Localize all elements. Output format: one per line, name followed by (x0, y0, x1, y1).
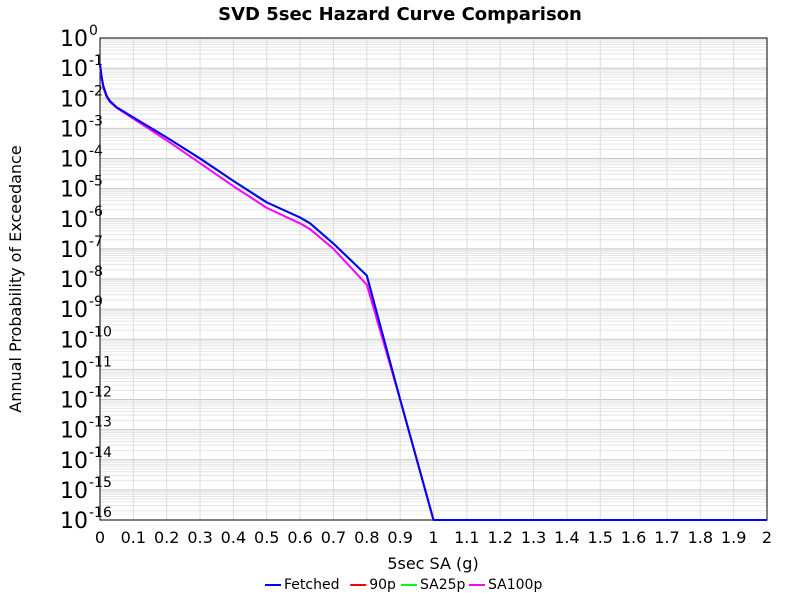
y-tick-label: 10 (60, 27, 88, 52)
y-tick-exponent: -1 (89, 53, 103, 69)
y-tick-label: 10 (60, 479, 88, 504)
y-tick-label: 10 (60, 389, 88, 414)
x-tick-label: 1 (428, 528, 438, 547)
legend-label-fetched: Fetched (284, 577, 339, 593)
y-tick-label: 10 (60, 449, 88, 474)
x-tick-label: 0.3 (187, 528, 212, 547)
y-tick-exponent: -7 (89, 234, 103, 250)
x-tick-label: 0.4 (221, 528, 246, 547)
series-lines (99, 64, 767, 521)
x-tick-label: 0.5 (254, 528, 279, 547)
y-tick-exponent: -12 (89, 385, 112, 401)
y-tick-label: 10 (60, 57, 88, 82)
y-tick-label: 10 (60, 509, 88, 534)
x-tick-label: 1.9 (721, 528, 746, 547)
y-tick-label: 10 (60, 238, 88, 263)
y-tick-exponent: -9 (89, 294, 103, 310)
legend-label-90p: 90p (369, 577, 396, 593)
grid (99, 37, 768, 521)
x-tick-label: 0.2 (154, 528, 179, 547)
y-tick-exponent: -2 (89, 83, 103, 99)
y-tick-exponent: -5 (89, 174, 103, 190)
y-tick-exponent: -11 (89, 354, 112, 370)
y-tick-exponent: -13 (89, 415, 112, 431)
y-tick-label: 10 (60, 298, 88, 323)
y-tick-exponent: -3 (89, 113, 103, 129)
x-tick-label: 0.1 (121, 528, 146, 547)
x-tick-label: 0.6 (287, 528, 312, 547)
y-tick-label: 10 (60, 358, 88, 383)
y-tick-exponent: -10 (89, 324, 112, 340)
y-tick-label: 10 (60, 148, 88, 173)
x-tick-label: 1.8 (688, 528, 713, 547)
y-tick-exponent: -16 (89, 505, 112, 521)
x-axis-label: 5sec SA (g) (387, 554, 478, 573)
y-tick-exponent: -14 (89, 445, 112, 461)
x-tick-label: 1.3 (521, 528, 546, 547)
y-tick-exponent: -6 (89, 204, 103, 220)
x-tick-label: 0 (95, 528, 105, 547)
y-tick-exponent: -8 (89, 264, 103, 280)
y-axis-label: Annual Probability of Exceedance (6, 145, 25, 412)
x-tick-label: 1.5 (588, 528, 613, 547)
legend-label-sa100p: SA100p (488, 577, 542, 593)
y-tick-label: 10 (60, 87, 88, 112)
y-tick-label: 10 (60, 268, 88, 293)
y-tick-label: 10 (60, 178, 88, 203)
legend-label-sa25p: SA25p (420, 577, 466, 593)
x-tick-label: 1.1 (454, 528, 479, 547)
x-tick-label: 2 (762, 528, 772, 547)
x-axis-ticks: 0 0.1 0.2 0.3 0.4 0.5 0.6 0.7 0.8 0.9 1 1.1 1.2 1.3 1.… (95, 528, 772, 547)
y-tick-exponent: -15 (89, 475, 112, 491)
y-tick-exponent: -4 (89, 144, 103, 160)
series-line-fetched (99, 64, 767, 521)
y-tick-exponent: 0 (89, 23, 98, 39)
y-tick-label: 10 (60, 328, 88, 353)
x-tick-label: 1.7 (654, 528, 679, 547)
x-tick-label: 0.9 (387, 528, 412, 547)
legend: Fetched 90p SA25p SA100p (265, 577, 542, 593)
x-tick-label: 1.4 (554, 528, 579, 547)
y-tick-label: 10 (60, 419, 88, 444)
x-tick-label: 1.6 (621, 528, 646, 547)
y-tick-label: 10 (60, 208, 88, 233)
chart-title: SVD 5sec Hazard Curve Comparison (218, 4, 582, 25)
x-tick-label: 0.8 (354, 528, 379, 547)
x-tick-label: 0.7 (321, 528, 346, 547)
y-axis-ticks: 10 010 -110 -210 -310 -410 -510 -610 -710 -810 -91… (60, 23, 112, 534)
y-tick-label: 10 (60, 117, 88, 142)
x-tick-label: 1.2 (487, 528, 512, 547)
